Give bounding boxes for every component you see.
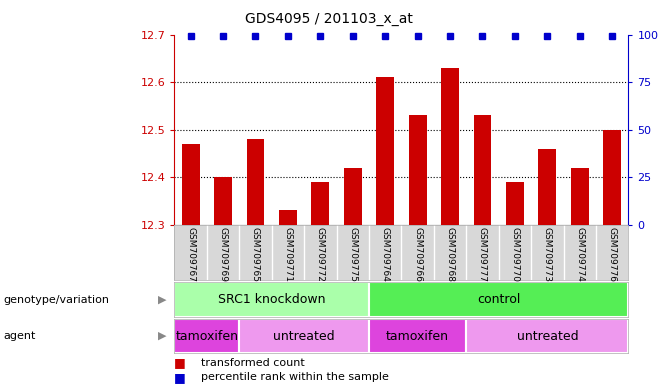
Bar	[538, 149, 556, 225]
Bar	[214, 177, 232, 225]
Bar	[467, 319, 628, 353]
Bar	[474, 115, 492, 225]
Text: GSM709776: GSM709776	[608, 227, 617, 282]
Text: GDS4095 / 201103_x_at: GDS4095 / 201103_x_at	[245, 12, 413, 25]
Bar	[182, 144, 199, 225]
Text: GSM709765: GSM709765	[251, 227, 260, 282]
Text: GSM709764: GSM709764	[381, 227, 390, 282]
Bar	[571, 168, 589, 225]
Text: GSM709777: GSM709777	[478, 227, 487, 282]
Text: agent: agent	[3, 331, 36, 341]
Bar	[603, 130, 621, 225]
Bar	[369, 282, 628, 317]
Bar	[279, 210, 297, 225]
Text: tamoxifen: tamoxifen	[175, 329, 238, 343]
Text: ■: ■	[174, 371, 186, 384]
Text: genotype/variation: genotype/variation	[3, 295, 109, 305]
Text: GSM709773: GSM709773	[543, 227, 552, 282]
Bar	[240, 319, 369, 353]
Text: ▶: ▶	[159, 295, 166, 305]
Text: GSM709766: GSM709766	[413, 227, 422, 282]
Text: transformed count: transformed count	[201, 358, 305, 368]
Bar	[441, 68, 459, 225]
Bar	[311, 182, 329, 225]
Text: control: control	[477, 293, 520, 306]
Text: GSM709768: GSM709768	[445, 227, 455, 282]
Text: GSM709771: GSM709771	[284, 227, 292, 282]
Text: GSM709769: GSM709769	[218, 227, 228, 282]
Text: ■: ■	[174, 356, 186, 369]
Text: tamoxifen: tamoxifen	[386, 329, 449, 343]
Bar	[506, 182, 524, 225]
Bar	[369, 319, 467, 353]
Text: SRC1 knockdown: SRC1 knockdown	[218, 293, 326, 306]
Bar	[376, 77, 394, 225]
Bar	[174, 319, 240, 353]
Text: GSM709774: GSM709774	[575, 227, 584, 282]
Bar	[247, 139, 265, 225]
Bar	[174, 282, 369, 317]
Text: ▶: ▶	[159, 331, 166, 341]
Text: untreated: untreated	[517, 329, 578, 343]
Text: GSM709767: GSM709767	[186, 227, 195, 282]
Bar	[344, 168, 362, 225]
Text: untreated: untreated	[273, 329, 335, 343]
Text: percentile rank within the sample: percentile rank within the sample	[201, 372, 389, 382]
Text: GSM709775: GSM709775	[348, 227, 357, 282]
Text: GSM709770: GSM709770	[511, 227, 519, 282]
Bar	[409, 115, 426, 225]
Text: GSM709772: GSM709772	[316, 227, 325, 282]
